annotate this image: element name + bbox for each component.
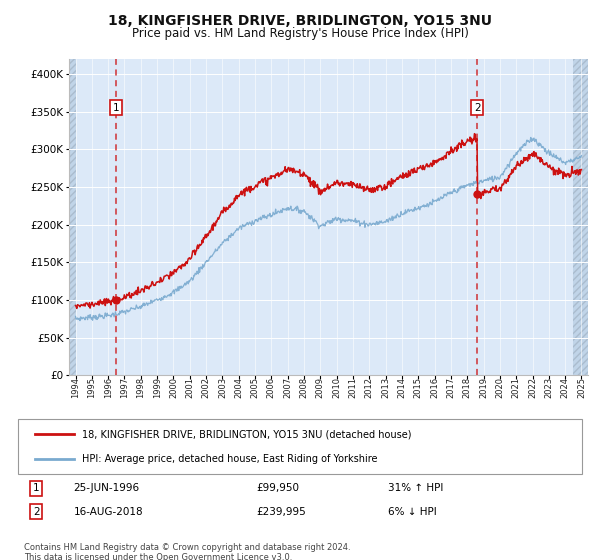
Text: 2001: 2001 bbox=[185, 377, 194, 398]
Text: 2002: 2002 bbox=[202, 377, 211, 398]
Text: 2: 2 bbox=[474, 103, 481, 113]
Text: 25-JUN-1996: 25-JUN-1996 bbox=[74, 483, 140, 493]
Text: 16-AUG-2018: 16-AUG-2018 bbox=[74, 507, 143, 517]
Text: 2021: 2021 bbox=[512, 377, 521, 398]
Text: 1994: 1994 bbox=[71, 377, 80, 398]
Text: 2011: 2011 bbox=[349, 377, 358, 398]
Text: 1995: 1995 bbox=[88, 377, 97, 398]
Text: 6% ↓ HPI: 6% ↓ HPI bbox=[388, 507, 437, 517]
Bar bbox=[574, 59, 588, 375]
Text: Price paid vs. HM Land Registry's House Price Index (HPI): Price paid vs. HM Land Registry's House … bbox=[131, 27, 469, 40]
Text: 2013: 2013 bbox=[381, 377, 390, 398]
Bar bbox=[69, 59, 76, 375]
Text: 2020: 2020 bbox=[496, 377, 505, 398]
Text: 2024: 2024 bbox=[560, 377, 569, 398]
Text: 2008: 2008 bbox=[299, 377, 308, 398]
FancyBboxPatch shape bbox=[19, 419, 581, 474]
Bar bbox=[69, 59, 76, 375]
Text: 2006: 2006 bbox=[267, 377, 276, 398]
Text: Contains HM Land Registry data © Crown copyright and database right 2024.: Contains HM Land Registry data © Crown c… bbox=[24, 543, 350, 552]
Text: 18, KINGFISHER DRIVE, BRIDLINGTON, YO15 3NU: 18, KINGFISHER DRIVE, BRIDLINGTON, YO15 … bbox=[108, 14, 492, 28]
Text: 2018: 2018 bbox=[463, 377, 472, 398]
Text: 2000: 2000 bbox=[169, 377, 178, 398]
Text: 1: 1 bbox=[112, 103, 119, 113]
Text: 2010: 2010 bbox=[332, 377, 341, 398]
Text: This data is licensed under the Open Government Licence v3.0.: This data is licensed under the Open Gov… bbox=[24, 553, 292, 560]
Text: 2: 2 bbox=[33, 507, 40, 517]
Text: 1997: 1997 bbox=[120, 377, 129, 398]
Text: 2003: 2003 bbox=[218, 377, 227, 398]
Text: HPI: Average price, detached house, East Riding of Yorkshire: HPI: Average price, detached house, East… bbox=[82, 454, 377, 464]
Text: 2019: 2019 bbox=[479, 377, 488, 398]
Bar bbox=[574, 59, 588, 375]
Text: 2009: 2009 bbox=[316, 377, 325, 398]
Text: 18, KINGFISHER DRIVE, BRIDLINGTON, YO15 3NU (detached house): 18, KINGFISHER DRIVE, BRIDLINGTON, YO15 … bbox=[82, 430, 412, 440]
Text: 2016: 2016 bbox=[430, 377, 439, 398]
Text: 2017: 2017 bbox=[446, 377, 455, 398]
Text: £239,995: £239,995 bbox=[256, 507, 305, 517]
Text: 2012: 2012 bbox=[365, 377, 374, 398]
Text: 2023: 2023 bbox=[544, 377, 553, 398]
Text: 1999: 1999 bbox=[152, 377, 161, 398]
Text: 2015: 2015 bbox=[414, 377, 423, 398]
Text: 1996: 1996 bbox=[104, 377, 113, 398]
Text: 2022: 2022 bbox=[528, 377, 537, 398]
Text: 31% ↑ HPI: 31% ↑ HPI bbox=[388, 483, 443, 493]
Text: 1: 1 bbox=[33, 483, 40, 493]
Text: 2004: 2004 bbox=[234, 377, 243, 398]
Text: £99,950: £99,950 bbox=[256, 483, 299, 493]
Text: 2005: 2005 bbox=[251, 377, 260, 398]
Text: 2014: 2014 bbox=[397, 377, 406, 398]
Text: 1998: 1998 bbox=[136, 377, 145, 398]
Text: 2007: 2007 bbox=[283, 377, 292, 398]
Text: 2025: 2025 bbox=[577, 377, 586, 398]
